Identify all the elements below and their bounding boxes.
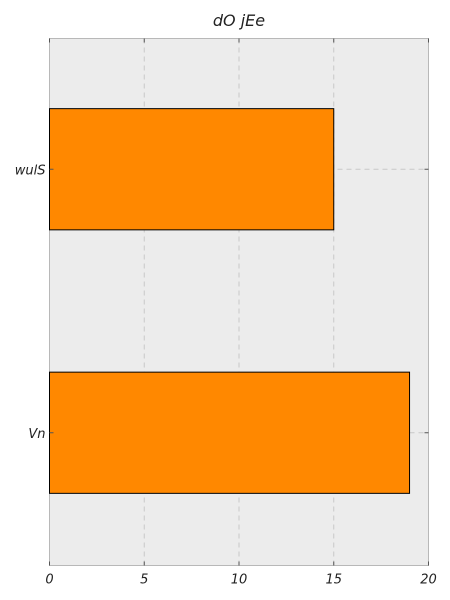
x-tick-label: 0 <box>45 573 53 588</box>
y-tick-label: Vn <box>28 427 45 442</box>
x-tick-label: 15 <box>325 573 342 588</box>
x-tick-label: 5 <box>140 573 148 588</box>
x-tick-label: 20 <box>420 573 437 588</box>
x-tick-label: 10 <box>231 573 248 588</box>
y-tick-label: wulS <box>15 163 46 178</box>
x-axis-ticks: 0 5 10 15 20 <box>45 38 437 588</box>
y-axis-ticks: wulS Vn <box>15 163 429 442</box>
chart-title: dO jEe <box>213 11 265 30</box>
bar <box>49 371 411 494</box>
bar <box>49 108 335 231</box>
bars <box>49 108 411 494</box>
